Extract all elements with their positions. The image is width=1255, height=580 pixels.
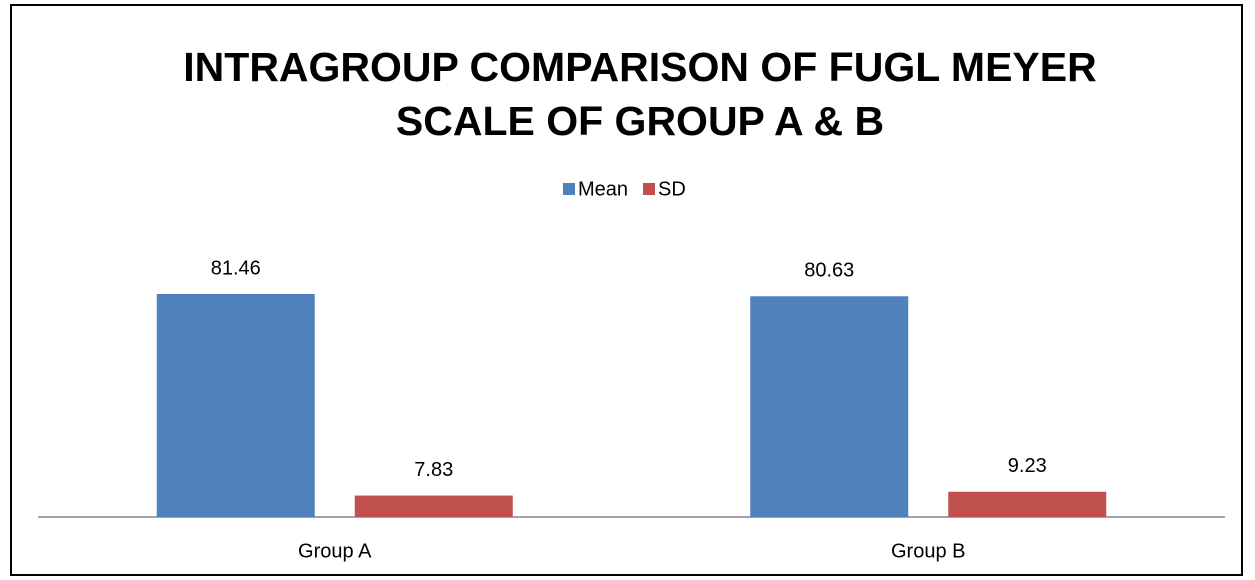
data-label: 81.46 xyxy=(211,257,261,279)
legend-swatch xyxy=(643,183,656,195)
data-label: 80.63 xyxy=(804,260,854,282)
legend-label: SD xyxy=(658,178,686,200)
bar xyxy=(156,294,315,517)
chart-title: INTRAGROUP COMPARISON OF FUGL MEYER SCAL… xyxy=(183,44,1097,144)
x-tick-label: Group A xyxy=(298,540,372,562)
legend-swatch xyxy=(563,183,575,195)
x-tick-label: Group B xyxy=(891,540,965,562)
bar xyxy=(948,491,1107,517)
data-label: 7.83 xyxy=(414,459,453,481)
chart-frame xyxy=(10,4,1243,576)
data-label: 9.23 xyxy=(1008,455,1047,477)
bar xyxy=(750,296,909,517)
legend-label: Mean xyxy=(578,178,628,200)
bar xyxy=(354,495,513,517)
